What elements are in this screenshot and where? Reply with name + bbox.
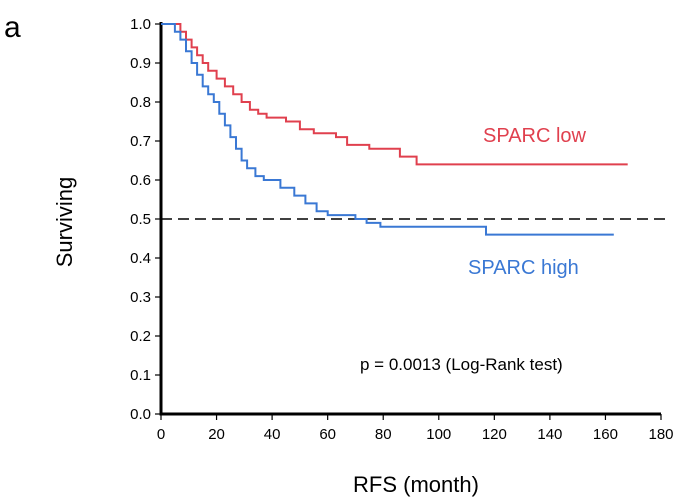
y-tick-label: 1.0 xyxy=(130,16,151,33)
y-tick-label: 0.7 xyxy=(130,133,151,150)
x-axis-title: RFS (month) xyxy=(353,472,479,497)
x-tick-label: 140 xyxy=(537,426,562,443)
x-tick-label: 60 xyxy=(319,426,336,443)
x-tick-label: 0 xyxy=(157,426,165,443)
y-tick-label: 0.2 xyxy=(130,328,151,345)
y-tick-label: 0.9 xyxy=(130,55,151,72)
x-tick-label: 120 xyxy=(482,426,507,443)
y-tick-label: 0.6 xyxy=(130,172,151,189)
series-label-sparc-low: SPARC low xyxy=(483,125,587,147)
series-line-sparc-low xyxy=(161,23,628,166)
x-tick-label: 20 xyxy=(208,426,225,443)
y-tick-label: 0.1 xyxy=(130,367,151,384)
p-value-annotation: p = 0.0013 (Log-Rank test) xyxy=(360,355,563,374)
y-tick-label: 0.3 xyxy=(130,289,151,306)
x-tick-label: 40 xyxy=(264,426,281,443)
y-tick-label: 0.5 xyxy=(130,211,151,228)
y-tick-label: 0.0 xyxy=(130,406,151,423)
x-tick-label: 180 xyxy=(648,426,673,443)
series-line-sparc-high xyxy=(161,23,614,236)
series-label-sparc-high: SPARC high xyxy=(468,257,579,279)
y-axis-title: Surviving xyxy=(52,177,77,267)
y-tick-label: 0.4 xyxy=(130,250,151,267)
axes: 0.0 0.1 0.2 0.3 0.4 0.5 0.6 0.7 0.8 0.9 1.0 0 20 40 60… xyxy=(130,16,673,443)
x-tick-label: 80 xyxy=(375,426,392,443)
chart-text: a RFS (month) Surviving p = 0.0013 (Log-… xyxy=(4,11,587,497)
panel-label: a xyxy=(4,11,21,44)
x-tick-label: 160 xyxy=(593,426,618,443)
x-tick-label: 100 xyxy=(426,426,451,443)
y-tick-label: 0.8 xyxy=(130,94,151,111)
series-lines xyxy=(161,23,628,236)
